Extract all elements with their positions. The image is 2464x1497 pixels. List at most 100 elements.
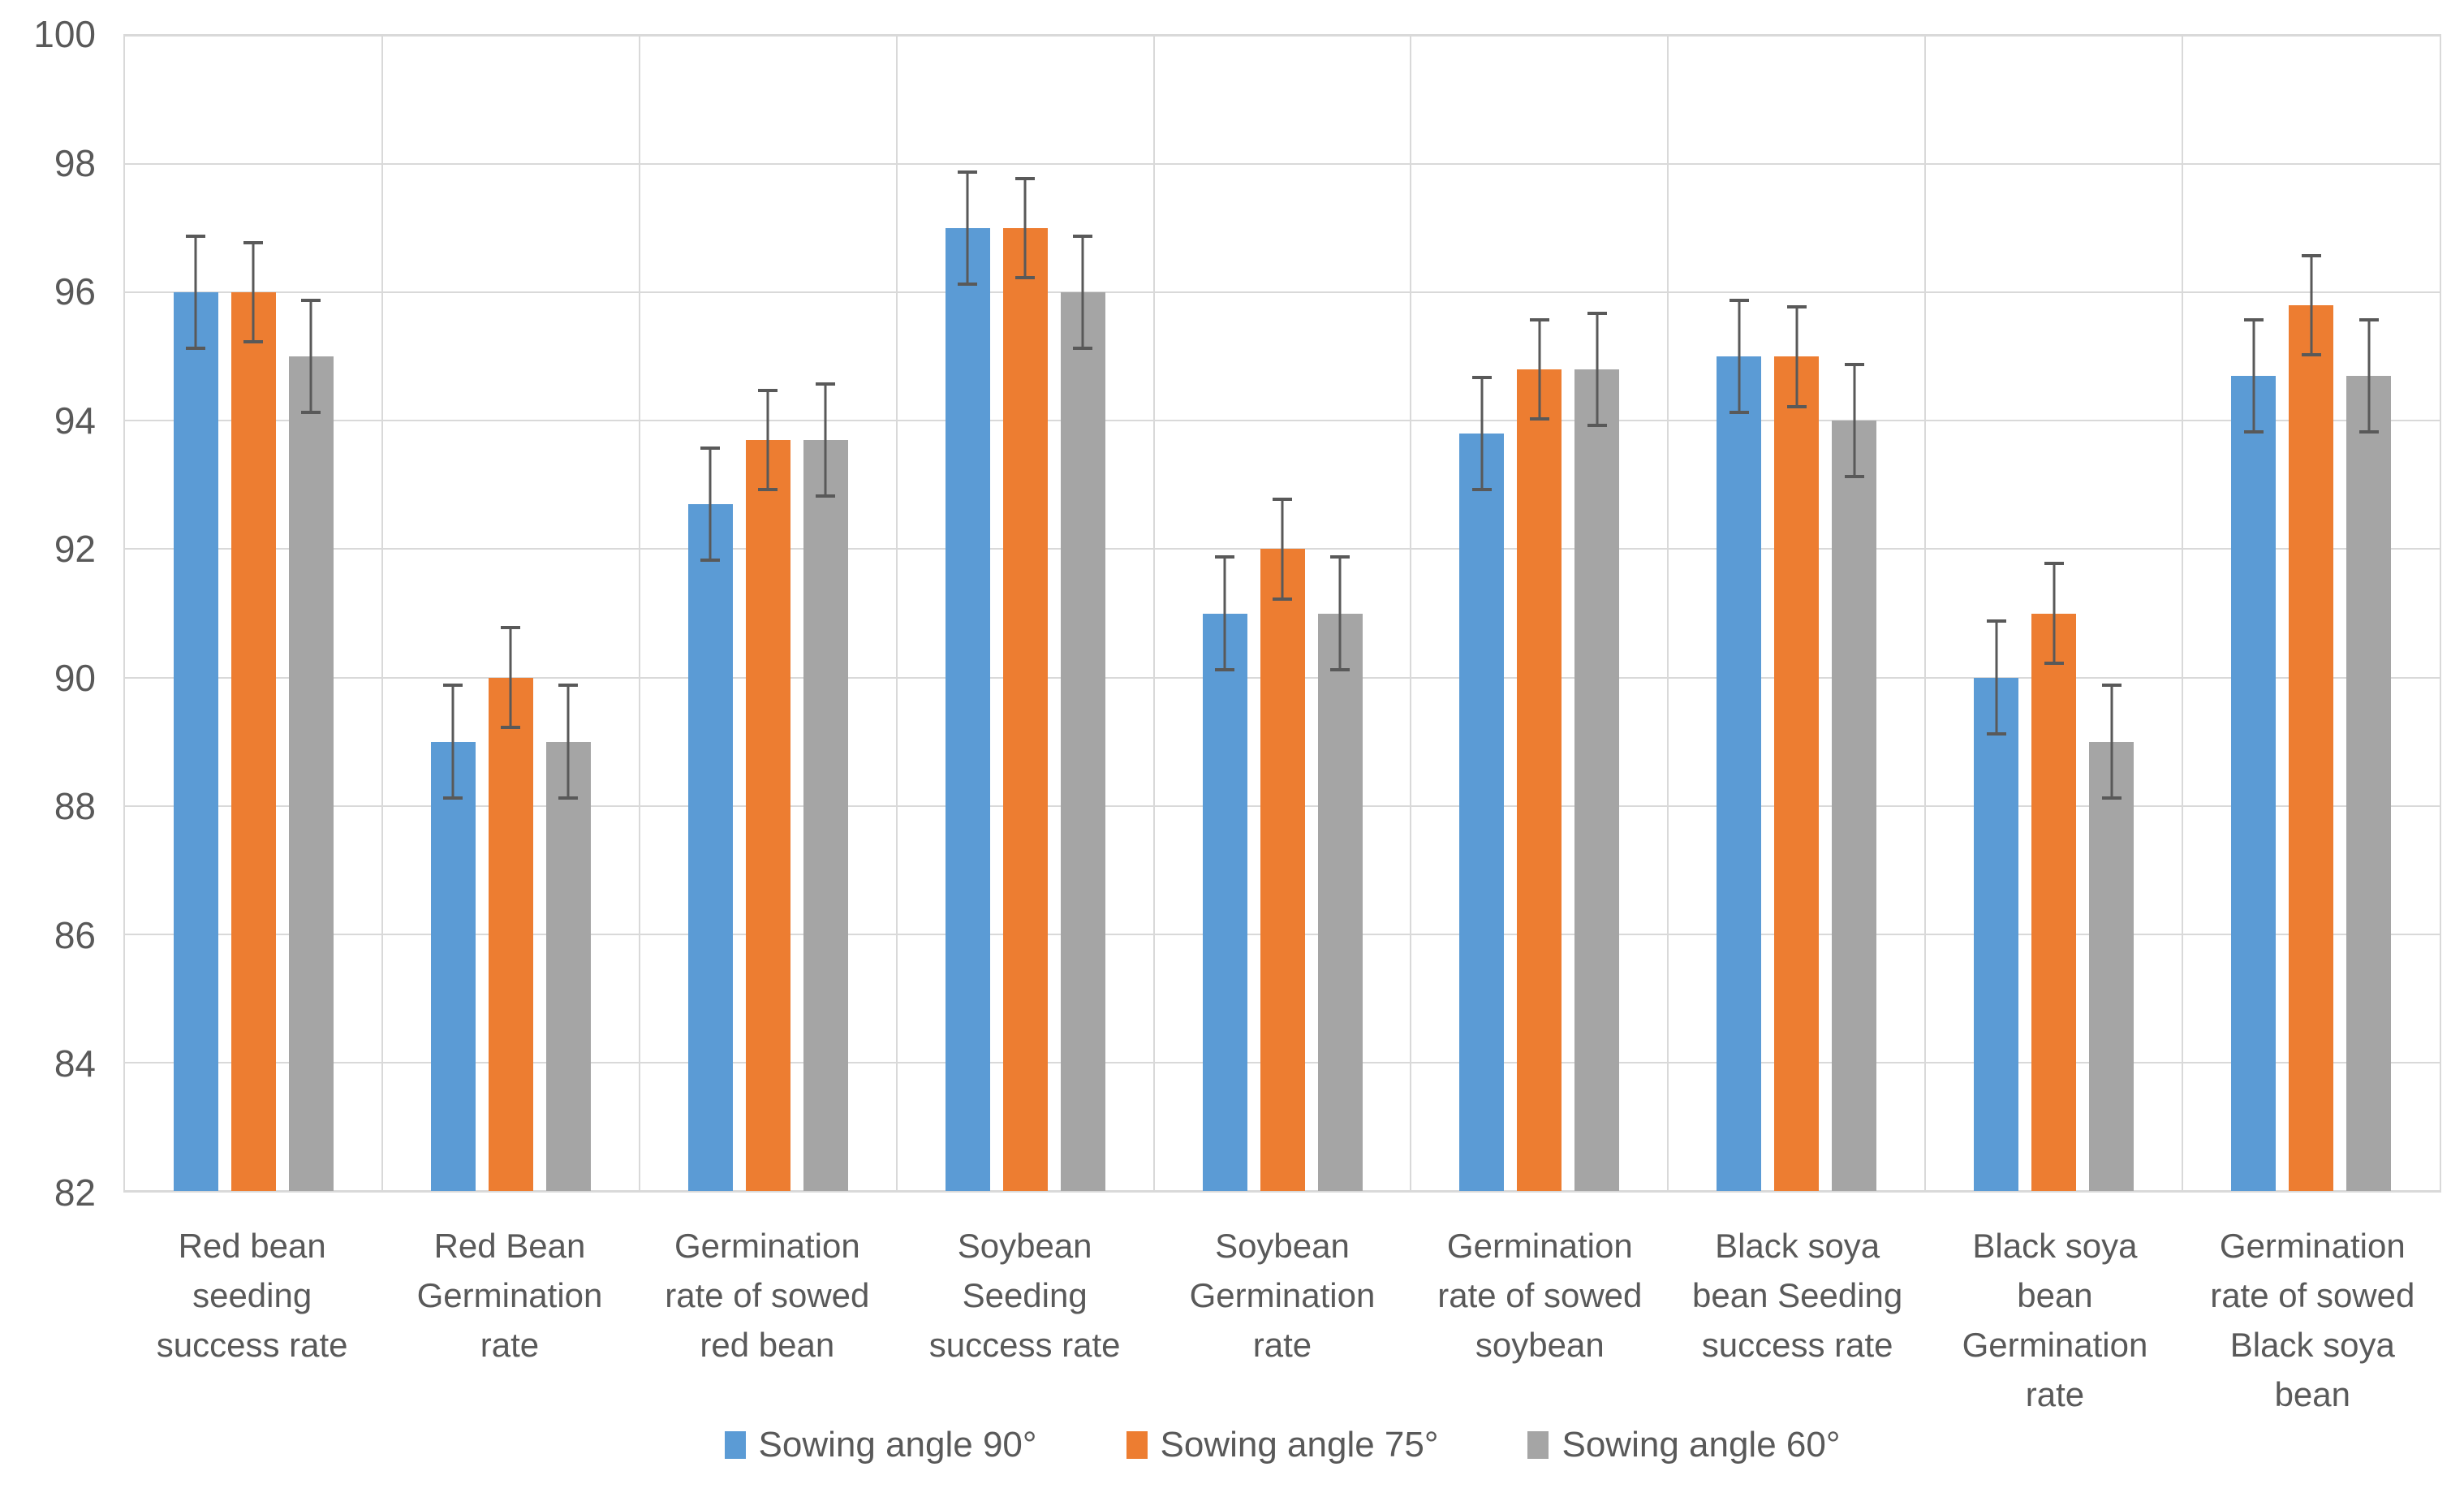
error-bar xyxy=(443,684,463,800)
bar-slot xyxy=(488,36,533,1191)
error-bar-bottom-cap xyxy=(1073,347,1093,351)
legend-swatch-icon xyxy=(1527,1431,1549,1459)
bar-slot xyxy=(1517,36,1562,1191)
bar-slot xyxy=(1002,36,1048,1191)
bar xyxy=(545,741,591,1191)
bar-slot xyxy=(1202,36,1247,1191)
error-bar-stem xyxy=(966,170,969,287)
error-bar-stem xyxy=(194,235,197,351)
bar xyxy=(1060,292,1105,1191)
bar-slot xyxy=(945,36,990,1191)
bar-group xyxy=(2182,36,2440,1191)
bar-slot xyxy=(2031,36,2077,1191)
error-bar-stem xyxy=(1738,299,1741,415)
error-bar-stem xyxy=(1538,317,1541,421)
bar xyxy=(1774,356,1820,1191)
error-bar-stem xyxy=(709,446,712,563)
gridline-horizontal xyxy=(125,35,2440,37)
bar xyxy=(1717,356,1762,1191)
error-bar-bottom-cap xyxy=(2101,796,2122,800)
error-bar xyxy=(2101,684,2122,800)
error-bar-bottom-cap xyxy=(2301,353,2321,357)
bar-slot xyxy=(2346,36,2392,1191)
error-bar-bottom-cap xyxy=(700,559,721,563)
error-bar-bottom-cap xyxy=(2243,430,2264,434)
error-bar-bottom-cap xyxy=(1330,667,1350,671)
bar-group xyxy=(125,36,382,1191)
error-bar xyxy=(700,446,721,563)
error-bar-bottom-cap xyxy=(301,411,321,415)
error-bar-stem xyxy=(509,626,512,729)
legend-swatch-icon xyxy=(1126,1431,1148,1459)
error-bar-stem xyxy=(1281,498,1284,601)
error-bar xyxy=(1330,555,1350,671)
gridline-horizontal xyxy=(125,420,2440,422)
bar xyxy=(945,228,990,1191)
bar-groups xyxy=(125,36,2440,1191)
error-bar-stem xyxy=(1338,555,1342,671)
error-bar-bottom-cap xyxy=(1786,404,1807,408)
bar-slot xyxy=(288,36,334,1191)
error-bar-stem xyxy=(566,684,570,800)
error-bar-stem xyxy=(1596,311,1599,428)
bar-slot xyxy=(2089,36,2134,1191)
error-bar xyxy=(2044,562,2064,665)
error-bar-bottom-cap xyxy=(1015,276,1036,280)
error-bar xyxy=(301,299,321,415)
bar xyxy=(803,440,848,1191)
category-label: Black soya bean Germination rate xyxy=(1962,1227,2148,1413)
error-bar xyxy=(1844,363,1864,479)
gridline-vertical xyxy=(895,36,898,1191)
bar xyxy=(173,292,218,1191)
error-bar xyxy=(186,235,206,351)
bar xyxy=(2231,376,2277,1191)
bar-slot xyxy=(2231,36,2277,1191)
error-bar xyxy=(758,388,778,492)
y-tick-label: 84 xyxy=(54,1042,96,1085)
bar-group xyxy=(640,36,897,1191)
bar-group xyxy=(382,36,640,1191)
error-bar-stem xyxy=(2367,317,2371,434)
error-bar-stem xyxy=(1223,555,1226,671)
bar xyxy=(1832,421,1877,1191)
bar-slot xyxy=(745,36,790,1191)
gridline-vertical xyxy=(638,36,640,1191)
legend-label: Sowing angle 60° xyxy=(1562,1425,1841,1465)
error-bar-bottom-cap xyxy=(501,725,521,729)
error-bar-stem xyxy=(1853,363,1856,479)
gridline-vertical xyxy=(1667,36,1669,1191)
bar-slot xyxy=(1774,36,1820,1191)
error-bar-stem xyxy=(2110,684,2113,800)
bar-group xyxy=(897,36,1154,1191)
legend-label: Sowing angle 90° xyxy=(758,1425,1037,1465)
error-bar xyxy=(2243,317,2264,434)
bar-slot xyxy=(430,36,476,1191)
gridline-horizontal xyxy=(125,291,2440,294)
error-bar-bottom-cap xyxy=(1587,424,1607,428)
error-bar xyxy=(2301,253,2321,357)
legend-swatch-icon xyxy=(724,1431,746,1459)
error-bar xyxy=(958,170,978,287)
bar-slot xyxy=(230,36,276,1191)
error-bar-stem xyxy=(309,299,312,415)
bar-slot xyxy=(1717,36,1762,1191)
bar-slot xyxy=(803,36,848,1191)
bar xyxy=(1002,228,1048,1191)
error-bar xyxy=(816,382,836,498)
legend: Sowing angle 90° Sowing angle 75° Sowing a… xyxy=(123,1427,2441,1463)
bar xyxy=(288,356,334,1191)
error-bar-bottom-cap xyxy=(2358,430,2379,434)
x-axis-labels: Red bean seeding success rate Red Bean Ge… xyxy=(123,1222,2441,1420)
y-tick-label: 100 xyxy=(33,13,96,55)
category-label: Soybean Seeding success rate xyxy=(928,1227,1121,1364)
error-bar xyxy=(1215,555,1234,671)
bar xyxy=(430,741,476,1191)
error-bar-stem xyxy=(766,388,769,492)
bar xyxy=(745,440,790,1191)
error-bar-stem xyxy=(252,240,255,344)
bar-slot xyxy=(687,36,733,1191)
error-bar xyxy=(1529,317,1549,421)
y-tick-label: 90 xyxy=(54,656,96,699)
bar xyxy=(2089,741,2134,1191)
